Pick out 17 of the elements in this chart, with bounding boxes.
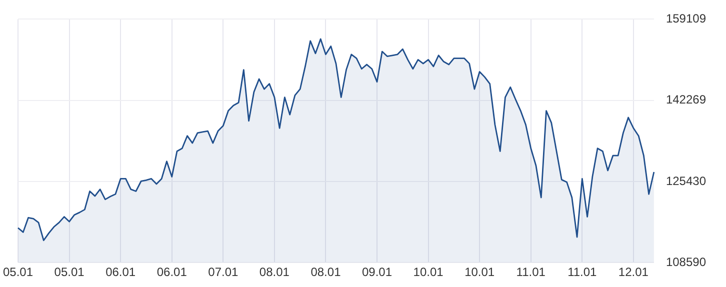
x-tick-label: 11.01 (516, 265, 546, 280)
y-tick-label: 125430 (666, 174, 706, 188)
x-tick-label: 08.01 (259, 265, 290, 280)
x-tick-label: 05.01 (54, 265, 85, 280)
y-tick-label: 108590 (666, 254, 706, 269)
x-tick-label: 06.01 (156, 265, 188, 280)
x-tick-label: 11.01 (568, 265, 598, 280)
x-tick-label: 06.01 (106, 265, 136, 280)
x-tick-label: 09.01 (362, 265, 392, 280)
x-tick-label: 12.01 (618, 265, 649, 280)
y-tick-label: 159109 (666, 12, 706, 26)
x-tick-label: 05.01 (3, 265, 34, 280)
x-tick-label: 07.01 (208, 265, 238, 280)
x-tick-label: 10.01 (464, 265, 495, 280)
x-tick-label: 08.01 (310, 265, 342, 280)
x-tick-label: 10.01 (413, 265, 444, 280)
y-tick-label: 142269 (666, 92, 706, 107)
